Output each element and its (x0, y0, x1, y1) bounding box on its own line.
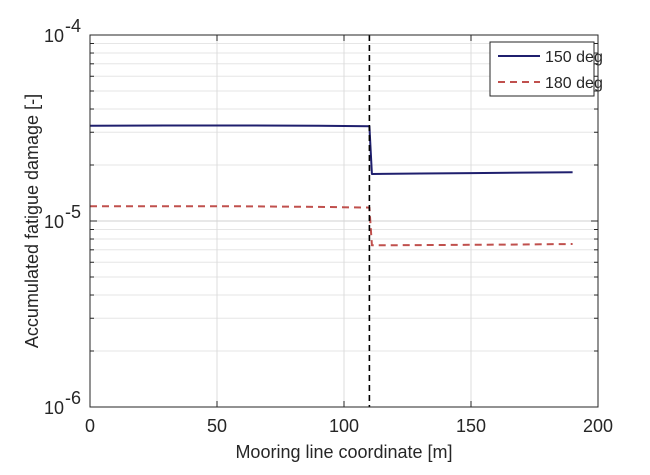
legend: 150 deg 180 deg (489, 41, 603, 97)
series-line-0 (89, 124, 573, 175)
x-tick-label: 100 (329, 416, 359, 436)
x-tick-label: 50 (207, 416, 227, 436)
x-tick-label: 0 (85, 416, 95, 436)
x-tick-label: 200 (583, 416, 613, 436)
y-axis-label: Accumulated fatigue damage [-] (22, 94, 42, 348)
y-tick-exponent: -6 (65, 388, 81, 408)
y-tick-labels: 10-610-510-4 (44, 16, 81, 418)
legend-box (489, 41, 595, 97)
x-tick-labels: 0 50 100 150 200 (85, 416, 613, 436)
y-tick-label: 10 (44, 212, 64, 232)
y-tick-label: 10 (44, 26, 64, 46)
legend-label-150-deg: 150 deg (545, 49, 603, 66)
y-tick-exponent: -5 (65, 202, 81, 222)
series-line-1 (90, 205, 573, 247)
series-layer (89, 124, 573, 247)
x-tick-label: 150 (456, 416, 486, 436)
legend-label-180-deg: 180 deg (545, 75, 603, 92)
y-tick-label: 10 (44, 398, 64, 418)
y-tick-exponent: -4 (65, 16, 81, 36)
ticks-layer (89, 34, 599, 408)
x-axis-label: Mooring line coordinate [m] (235, 442, 452, 462)
